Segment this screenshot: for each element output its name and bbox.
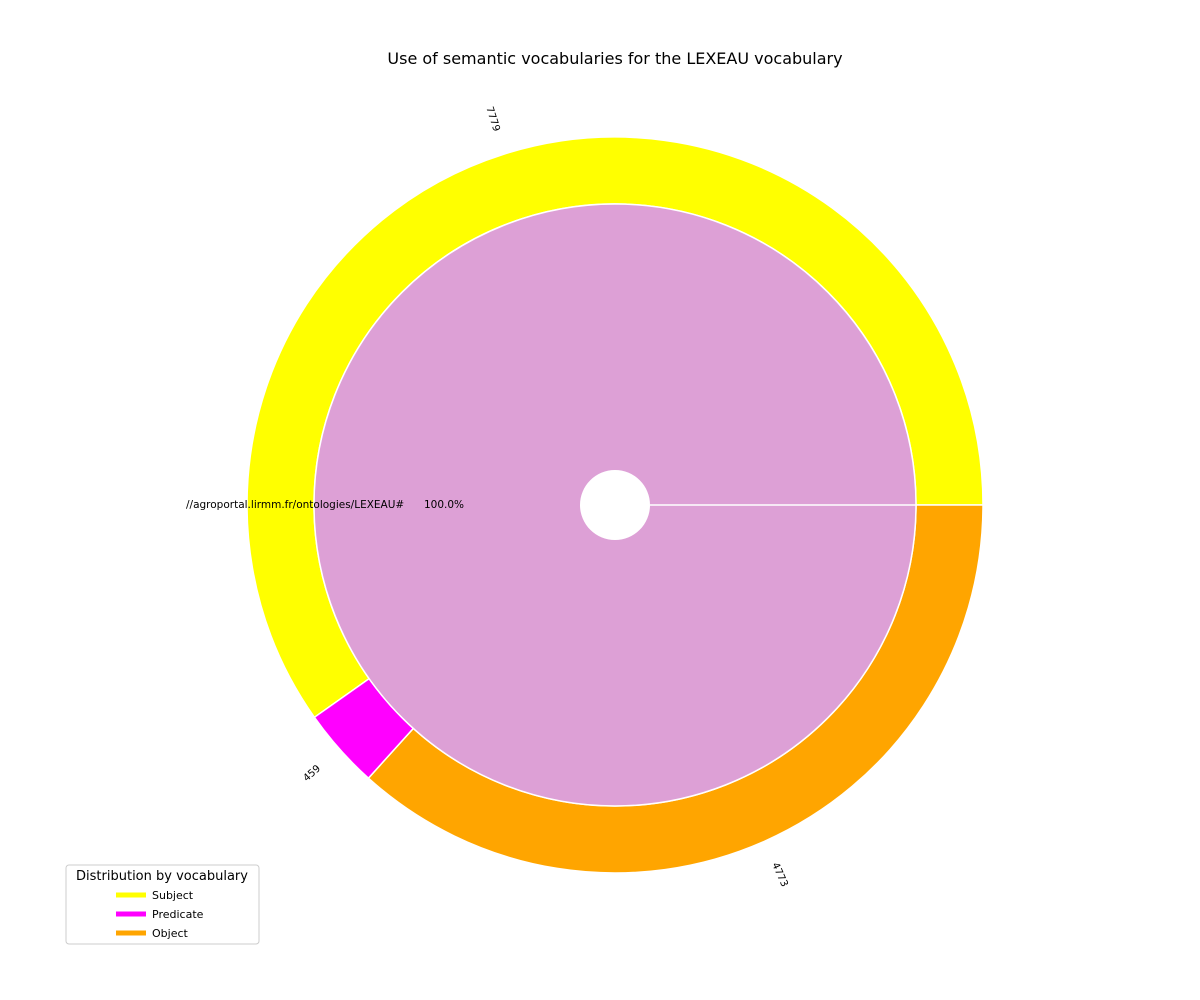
legend-frame xyxy=(65,864,260,945)
outer-value-label-predicate: 459 xyxy=(301,763,323,784)
legend-entries: Subject Predicate Object xyxy=(116,889,204,940)
legend-title: Distribution by vocabulary xyxy=(76,869,248,884)
inner-wedge-0-part-0 xyxy=(314,204,916,505)
inner-slice-label: //agroportal.lirmm.fr/ontologies/LEXEAU# xyxy=(186,499,404,511)
inner-wedge-0-part-1 xyxy=(314,505,916,806)
inner-pie xyxy=(313,203,917,807)
inner-slice-percent: 100.0% xyxy=(424,499,464,511)
chart-title: Use of semantic vocabularies for the LEX… xyxy=(387,49,842,68)
inner-pie-labels: //agroportal.lirmm.fr/ontologies/LEXEAU#… xyxy=(186,499,464,511)
legend-label-object: Object xyxy=(152,927,189,940)
legend: Distribution by vocabulary Subject Predic… xyxy=(65,864,260,945)
outer-value-label-subject: 7779 xyxy=(483,105,501,133)
outer-value-label-object: 4773 xyxy=(769,861,789,889)
legend-label-subject: Subject xyxy=(152,889,194,902)
legend-label-predicate: Predicate xyxy=(152,908,204,921)
